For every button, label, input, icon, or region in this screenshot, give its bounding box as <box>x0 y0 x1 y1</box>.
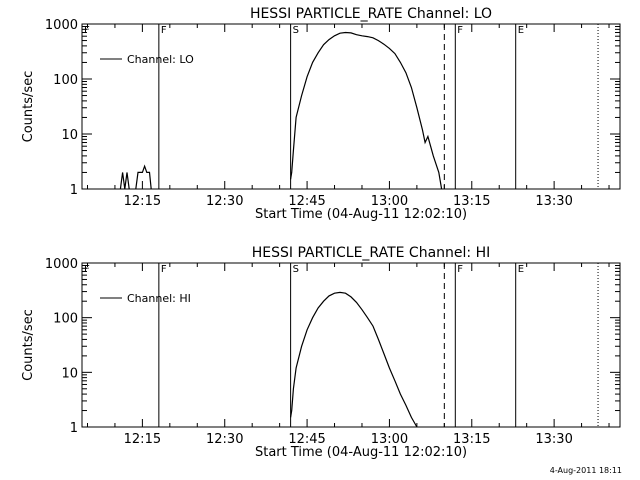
x-tick-label: 12:30 <box>206 432 243 447</box>
footer-timestamp: 4-Aug-2011 18:11 <box>550 466 622 475</box>
x-tick-label: 13:30 <box>535 432 572 447</box>
y-axis-label: Counts/sec <box>21 71 36 143</box>
x-axis-label: Start Time (04-Aug-11 12:02:10) <box>255 207 467 222</box>
series-line <box>119 172 130 190</box>
x-tick-label: 13:15 <box>453 194 490 209</box>
y-tick-label: 1 <box>70 183 78 198</box>
legend-label: Channel: LO <box>127 53 194 66</box>
series-line <box>135 164 152 190</box>
x-tick-label: 13:00 <box>371 432 408 447</box>
y-tick-label: 1000 <box>45 257 78 272</box>
y-tick-label: 10 <box>61 366 78 381</box>
marker-label: F <box>84 25 90 36</box>
chart-title: HESSI PARTICLE_RATE Channel: LO <box>250 6 492 22</box>
marker-label: F <box>161 264 167 275</box>
marker-label: F <box>161 25 167 36</box>
marker-label: S <box>293 25 299 36</box>
chart-panel-lo: HESSI PARTICLE_RATE Channel: LO 1 10 100 100… <box>21 6 621 222</box>
y-tick-label: 100 <box>53 73 78 88</box>
chart-panel-hi: HESSI PARTICLE_RATE Channel: HI 1 10 100 100… <box>21 245 621 460</box>
marker-label: E <box>518 25 524 36</box>
y-axis-label: Counts/sec <box>21 309 36 381</box>
plot-frame <box>81 262 621 428</box>
series-line <box>290 291 418 428</box>
x-tick-label: 13:15 <box>453 432 490 447</box>
x-tick-label: 13:00 <box>371 194 408 209</box>
x-tick-label: 12:30 <box>206 194 243 209</box>
y-tick-label: 1000 <box>45 18 78 33</box>
marker-label: E <box>518 264 524 275</box>
marker-label: F <box>457 25 463 36</box>
plot-frame <box>81 23 621 190</box>
marker-label: S <box>293 264 299 275</box>
x-tick-label: 12:45 <box>288 194 325 209</box>
y-tick-label: 1 <box>70 421 78 436</box>
marker-label: F <box>457 264 463 275</box>
legend-label: Channel: HI <box>127 292 191 305</box>
marker-label: F <box>84 264 90 275</box>
x-tick-label: 12:15 <box>124 432 161 447</box>
charts-group: HESSI PARTICLE_RATE Channel: LO 1 10 100 100… <box>21 6 621 460</box>
x-axis-label: Start Time (04-Aug-11 12:02:10) <box>255 445 467 460</box>
x-tick-label: 13:30 <box>535 194 572 209</box>
y-tick-label: 10 <box>61 128 78 143</box>
series-line <box>290 31 443 190</box>
x-tick-label: 12:15 <box>124 194 161 209</box>
chart-title: HESSI PARTICLE_RATE Channel: HI <box>252 245 490 261</box>
y-tick-label: 100 <box>53 312 78 327</box>
x-tick-label: 12:45 <box>288 432 325 447</box>
